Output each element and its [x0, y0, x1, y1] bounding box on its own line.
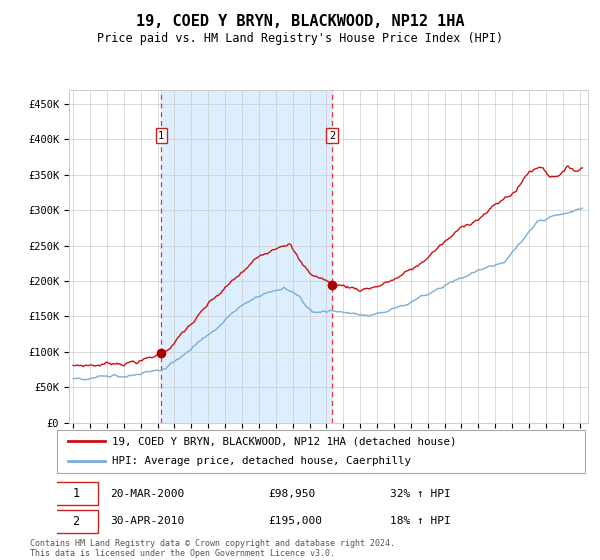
Text: 19, COED Y BRYN, BLACKWOOD, NP12 1HA: 19, COED Y BRYN, BLACKWOOD, NP12 1HA — [136, 14, 464, 29]
Text: 2: 2 — [329, 130, 335, 141]
Bar — [161, 90, 332, 423]
Text: 1: 1 — [158, 130, 164, 141]
FancyBboxPatch shape — [57, 430, 585, 473]
Text: 2: 2 — [73, 515, 80, 528]
Text: 30-APR-2010: 30-APR-2010 — [110, 516, 184, 526]
Text: Price paid vs. HM Land Registry's House Price Index (HPI): Price paid vs. HM Land Registry's House … — [97, 32, 503, 45]
Text: Contains HM Land Registry data © Crown copyright and database right 2024.
This d: Contains HM Land Registry data © Crown c… — [30, 539, 395, 558]
Text: 20-MAR-2000: 20-MAR-2000 — [110, 489, 184, 498]
Text: £195,000: £195,000 — [268, 516, 322, 526]
FancyBboxPatch shape — [55, 510, 98, 533]
Text: 18% ↑ HPI: 18% ↑ HPI — [389, 516, 451, 526]
Text: 32% ↑ HPI: 32% ↑ HPI — [389, 489, 451, 498]
FancyBboxPatch shape — [55, 482, 98, 505]
Text: 1: 1 — [73, 487, 80, 500]
Text: £98,950: £98,950 — [268, 489, 316, 498]
Text: HPI: Average price, detached house, Caerphilly: HPI: Average price, detached house, Caer… — [112, 456, 412, 466]
Text: 19, COED Y BRYN, BLACKWOOD, NP12 1HA (detached house): 19, COED Y BRYN, BLACKWOOD, NP12 1HA (de… — [112, 436, 457, 446]
